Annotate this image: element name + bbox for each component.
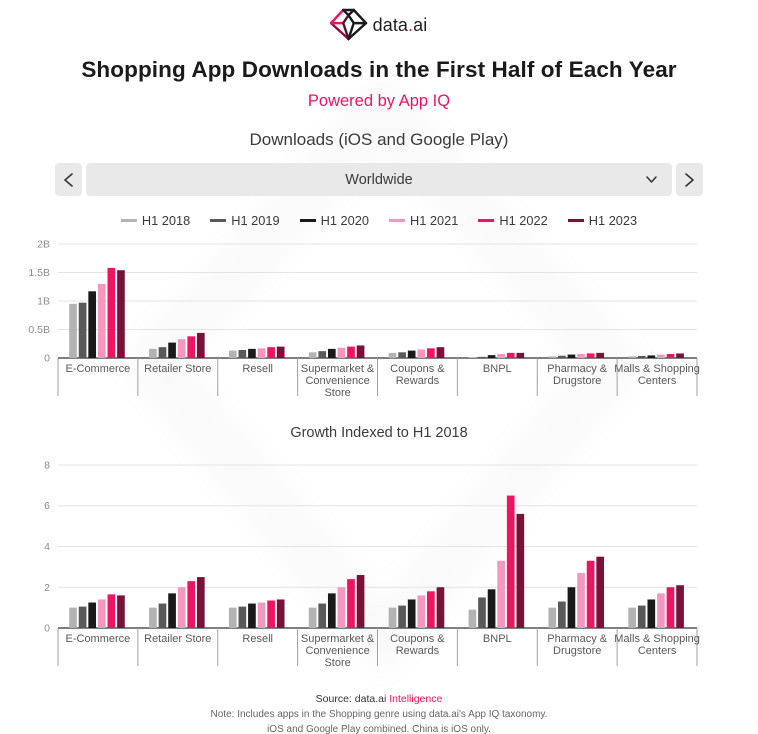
svg-text:Rewards: Rewards bbox=[396, 375, 440, 387]
svg-text:Centers: Centers bbox=[638, 375, 677, 387]
svg-text:Coupons &: Coupons & bbox=[390, 363, 445, 375]
svg-text:2: 2 bbox=[44, 582, 50, 594]
svg-text:Malls & Shopping: Malls & Shopping bbox=[614, 363, 700, 375]
svg-text:Centers: Centers bbox=[638, 645, 677, 657]
svg-text:Coupons &: Coupons & bbox=[390, 633, 445, 645]
svg-text:Pharmacy &: Pharmacy & bbox=[547, 363, 608, 375]
svg-text:Resell: Resell bbox=[242, 633, 273, 645]
svg-text:Retailer Store: Retailer Store bbox=[144, 633, 211, 645]
svg-text:Store: Store bbox=[324, 657, 350, 669]
svg-text:Store: Store bbox=[324, 387, 350, 397]
svg-text:1B: 1B bbox=[37, 296, 50, 308]
svg-text:BNPL: BNPL bbox=[483, 363, 512, 375]
svg-text:Pharmacy &: Pharmacy & bbox=[547, 633, 608, 645]
svg-text:Convenience: Convenience bbox=[305, 375, 369, 387]
svg-text:2B: 2B bbox=[37, 239, 50, 251]
svg-text:E-Commerce: E-Commerce bbox=[66, 633, 131, 645]
svg-text:BNPL: BNPL bbox=[483, 633, 512, 645]
svg-text:0: 0 bbox=[44, 623, 50, 635]
svg-text:Supermarket &: Supermarket & bbox=[301, 633, 375, 645]
svg-text:6: 6 bbox=[44, 500, 50, 512]
svg-text:4: 4 bbox=[44, 541, 50, 553]
svg-text:Resell: Resell bbox=[242, 363, 273, 375]
svg-text:1.5B: 1.5B bbox=[28, 267, 50, 279]
svg-text:Drugstore: Drugstore bbox=[553, 375, 601, 387]
svg-text:8: 8 bbox=[44, 460, 50, 472]
svg-text:Retailer Store: Retailer Store bbox=[144, 363, 211, 375]
svg-text:Malls & Shopping: Malls & Shopping bbox=[614, 633, 700, 645]
svg-text:Convenience: Convenience bbox=[305, 645, 369, 657]
svg-text:Drugstore: Drugstore bbox=[553, 645, 601, 657]
svg-text:0.5B: 0.5B bbox=[28, 324, 50, 336]
svg-text:0: 0 bbox=[44, 353, 50, 365]
svg-text:Rewards: Rewards bbox=[396, 645, 440, 657]
svg-text:Supermarket &: Supermarket & bbox=[301, 363, 375, 375]
svg-text:E-Commerce: E-Commerce bbox=[66, 363, 131, 375]
